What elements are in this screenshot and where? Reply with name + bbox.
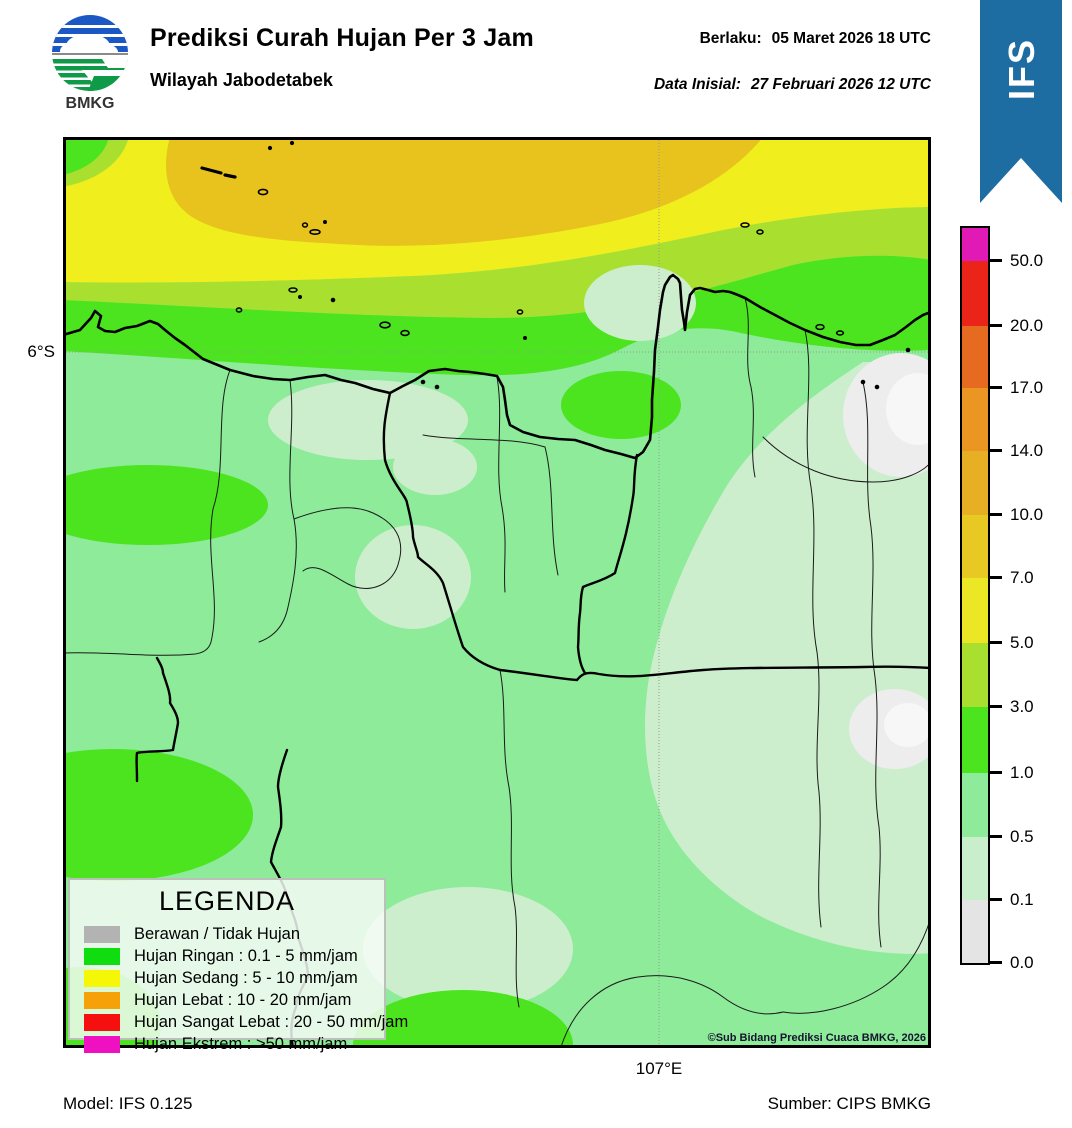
- coastline: [63, 273, 931, 460]
- legend-swatch: [84, 1013, 120, 1031]
- colorbar-segment: [962, 900, 988, 963]
- colorbar-tick-label: 5.0: [1010, 633, 1034, 652]
- initial-data-line: Data Inisial: 27 Februari 2026 12 UTC: [654, 76, 931, 94]
- colorbar-bar: [960, 226, 990, 965]
- legend-swatch: [84, 1035, 120, 1053]
- colorbar-tick: [990, 771, 1002, 774]
- lat-tick-label: 6°S: [27, 342, 55, 361]
- legend-items: Berawan / Tidak Hujan Hujan Ringan : 0.1 …: [70, 923, 408, 1055]
- colorbar-segment: [962, 451, 988, 515]
- ribbon-shape: [980, 0, 1062, 203]
- colorbar-tick-label: 50.0: [1010, 251, 1044, 270]
- colorbar-segment: [962, 707, 988, 773]
- lon-tick-label: 107°E: [635, 1059, 683, 1078]
- corner-contour-1-3: [63, 137, 109, 175]
- legend-swatch: [84, 969, 120, 987]
- legend-label: Berawan / Tidak Hujan: [134, 924, 301, 943]
- colorbar-tick-label: 0.0: [1010, 953, 1034, 972]
- legend-item: Hujan Sangat Lebat : 20 - 50 mm/jam: [70, 1011, 408, 1033]
- colorbar-tick: [990, 705, 1002, 708]
- colorbar-segment: [962, 326, 988, 388]
- legend-item: Hujan Sedang : 5 - 10 mm/jam: [70, 967, 384, 989]
- colorbar-segment: [962, 643, 988, 707]
- colorbar-tick-label: 0.1: [1010, 890, 1034, 909]
- graticule: [63, 137, 931, 1048]
- islands: [200, 140, 911, 390]
- colorbar-segment: [962, 773, 988, 837]
- contour-3-5: [63, 207, 931, 318]
- legend-label: Hujan Lebat : 10 - 20 mm/jam: [134, 990, 352, 1009]
- legend-item: Hujan Lebat : 10 - 20 mm/jam: [70, 989, 384, 1011]
- initial-data-value: 27 Februari 2026 12 UTC: [750, 76, 931, 93]
- colorbar-segment: [962, 515, 988, 578]
- contour-0-01-group: [843, 353, 931, 769]
- legend-label: Hujan Sedang : 5 - 10 mm/jam: [134, 968, 358, 987]
- colorbar-segment: [962, 261, 988, 326]
- contour-1-3-band: [63, 255, 931, 376]
- colorbar-tick-label: 3.0: [1010, 697, 1034, 716]
- colorbar-tick: [990, 259, 1002, 262]
- colorbar-tick-label: 17.0: [1010, 378, 1044, 397]
- legend-swatch: [84, 947, 120, 965]
- map-copyright: ©Sub Bidang Prediksi Cuaca BMKG, 2026: [707, 1032, 926, 1044]
- legend-title: LEGENDA: [158, 886, 296, 916]
- contour-01-05-group: [268, 265, 931, 1011]
- colorbar-tick: [990, 641, 1002, 644]
- colorbar-tick: [990, 449, 1002, 452]
- initial-data-label: Data Inisial:: [653, 76, 741, 93]
- valid-time-label: Berlaku:: [699, 30, 762, 47]
- source-label: Sumber: CIPS BMKG: [767, 1094, 931, 1113]
- bmkg-logo-globe: [52, 15, 128, 91]
- legend-item: Berawan / Tidak Hujan: [70, 923, 384, 945]
- colorbar-tick-label: 10.0: [1010, 505, 1044, 524]
- colorbar-tick-label: 14.0: [1010, 441, 1044, 460]
- colorbar-tick-label: 0.5: [1010, 827, 1034, 846]
- legend-box: LEGENDA Berawan / Tidak Hujan Hujan Ringa…: [68, 878, 408, 1053]
- valid-time-value: 05 Maret 2026 18 UTC: [771, 30, 931, 47]
- colorbar-segment: [962, 837, 988, 900]
- legend-label: Hujan Ringan : 0.1 - 5 mm/jam: [134, 946, 358, 965]
- colorbar-tick: [990, 898, 1002, 901]
- legend-item: Hujan Ringan : 0.1 - 5 mm/jam: [70, 945, 384, 967]
- model-label: Model: IFS 0.125: [63, 1094, 193, 1113]
- legend-swatch: [84, 991, 120, 1009]
- bmkg-logo: BMKG: [52, 15, 128, 112]
- legend-label: Hujan Sangat Lebat : 20 - 50 mm/jam: [134, 1012, 409, 1031]
- contour-7-10: [165, 137, 764, 246]
- page-subtitle: Wilayah Jabodetabek: [150, 70, 333, 90]
- colorbar-tick: [990, 386, 1002, 389]
- model-ribbon: IFS: [980, 0, 1062, 203]
- legend-item: Hujan Ekstrem : >50 mm/jam: [70, 1033, 384, 1055]
- bmkg-logo-caption: BMKG: [66, 95, 115, 112]
- colorbar-tick: [990, 324, 1002, 327]
- map-frame: [63, 137, 931, 1048]
- colorbar-tick-label: 7.0: [1010, 568, 1034, 587]
- ribbon-label: IFS: [1001, 38, 1042, 100]
- legend-label: Hujan Ekstrem : >50 mm/jam: [134, 1034, 348, 1053]
- district-boundaries: [63, 297, 931, 1048]
- colorbar-tick-label: 1.0: [1010, 763, 1034, 782]
- colorbar-segment: [962, 228, 988, 261]
- colorbar-segment: [962, 578, 988, 643]
- colorbar-tick: [990, 961, 1002, 964]
- colorbar-tick-label: 20.0: [1010, 316, 1044, 335]
- valid-time-line: Berlaku: 05 Maret 2026 18 UTC: [700, 30, 931, 48]
- page-title: Prediksi Curah Hujan Per 3 Jam: [150, 24, 534, 52]
- rainfall-map: [63, 137, 931, 1048]
- colorbar-segment: [962, 388, 988, 451]
- legend-swatch: [84, 925, 120, 943]
- colorbar-tick: [990, 513, 1002, 516]
- colorbar-tick: [990, 576, 1002, 579]
- colorbar-tick: [990, 835, 1002, 838]
